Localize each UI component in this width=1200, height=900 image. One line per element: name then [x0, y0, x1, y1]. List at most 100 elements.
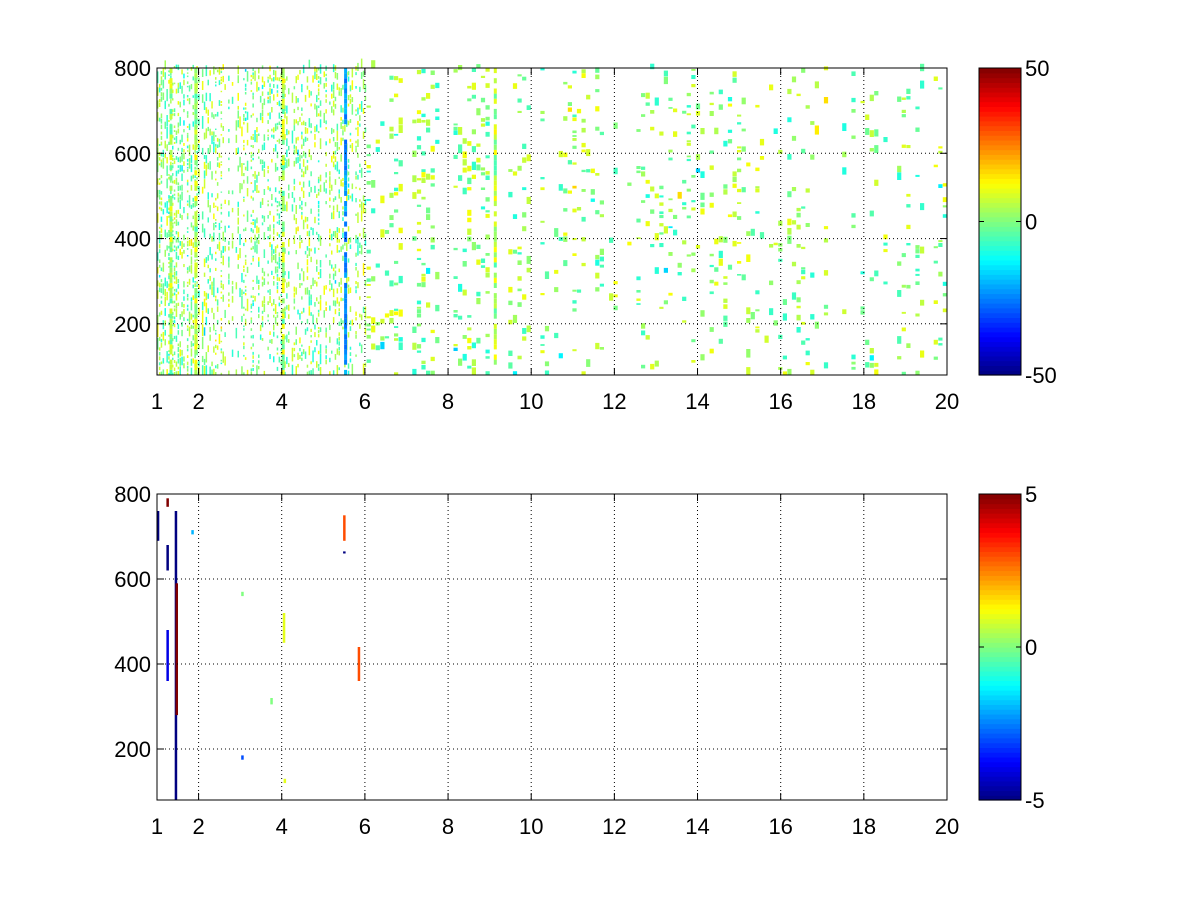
heatmap-cell [366, 323, 371, 327]
heatmap-cell [394, 192, 399, 196]
heatmap-cell [613, 281, 618, 285]
heatmap-cell [295, 76, 297, 84]
heatmap-cell [791, 187, 797, 192]
colorbar-swatch [979, 795, 1021, 801]
heatmap-cell [421, 172, 426, 178]
heatmap-cell [191, 530, 194, 535]
heatmap-cell [267, 137, 269, 141]
heatmap-cell [430, 145, 435, 152]
heatmap-cell [173, 82, 176, 85]
heatmap-cell [177, 157, 180, 163]
heatmap-cell [273, 228, 275, 235]
heatmap-cell [169, 155, 173, 161]
heatmap-cell [252, 343, 254, 347]
colorbar-swatch [979, 178, 1021, 184]
heatmap-cell [281, 129, 285, 135]
colorbar-swatch [979, 351, 1021, 357]
heatmap-cell [194, 323, 198, 329]
heatmap-cell [280, 123, 282, 128]
heatmap-cell [273, 77, 275, 82]
heatmap-cell [458, 315, 463, 320]
heatmap-cell [319, 268, 322, 279]
heatmap-cell [177, 197, 180, 203]
heatmap-cell [190, 301, 193, 311]
heatmap-cell [485, 68, 490, 72]
heatmap-cell [280, 117, 282, 121]
heatmap-cell [522, 187, 527, 191]
heatmap-cell [209, 284, 211, 290]
colorbar-swatch [979, 508, 1021, 514]
colorbar-swatch [979, 627, 1021, 634]
heatmap-cell [172, 98, 174, 101]
heatmap-cell [183, 79, 185, 86]
heatmap-cell [295, 96, 297, 104]
heatmap-cell [796, 297, 801, 303]
heatmap-cell [344, 73, 348, 79]
heatmap-cell [250, 311, 253, 313]
heatmap-cell [207, 217, 209, 223]
heatmap-cell [284, 78, 286, 83]
heatmap-cell [906, 193, 911, 197]
heatmap-cell [938, 271, 943, 277]
heatmap-cell [168, 275, 170, 280]
heatmap-cell [280, 80, 282, 83]
heatmap-cell [186, 126, 189, 128]
heatmap-cell [281, 93, 285, 99]
heatmap-cell [207, 264, 209, 269]
heatmap-cell [654, 233, 659, 241]
heatmap-cell [192, 320, 194, 323]
heatmap-cell [801, 246, 806, 250]
heatmap-cell [476, 298, 481, 305]
heatmap-cell [169, 323, 173, 329]
heatmap-cell [308, 345, 311, 356]
heatmap-cell [192, 325, 194, 329]
heatmap-cell [186, 318, 189, 321]
colorbar-swatch [979, 560, 1021, 567]
heatmap-cell [169, 114, 173, 120]
y-tick-label: 400 [114, 227, 151, 252]
colorbar-swatch [979, 216, 1021, 223]
heatmap-cell [522, 143, 527, 149]
heatmap-cell [228, 292, 230, 296]
heatmap-cell [201, 69, 204, 77]
heatmap-cell [261, 267, 264, 273]
heatmap-cell [314, 134, 316, 140]
heatmap-cell [220, 270, 223, 272]
heatmap-cell [194, 185, 198, 191]
heatmap-cell [355, 127, 357, 130]
heatmap-cell [331, 250, 333, 255]
heatmap-cell [278, 213, 281, 219]
heatmap-cell [252, 72, 254, 76]
heatmap-cell [281, 201, 285, 207]
colorbar-tick-label: -50 [1025, 363, 1057, 388]
heatmap-cell [172, 135, 174, 139]
heatmap-cell [220, 285, 223, 288]
heatmap-cell [186, 240, 189, 243]
heatmap-cell [190, 249, 193, 256]
heatmap-cell [183, 153, 185, 160]
heatmap-cell [338, 351, 340, 356]
colorbar-swatch [979, 303, 1021, 309]
heatmap-cell [659, 202, 664, 206]
heatmap-cell [576, 207, 582, 211]
heatmap-cell [192, 225, 194, 231]
heatmap-cell [280, 352, 282, 355]
heatmap-cell [306, 165, 309, 171]
heatmap-cell [281, 252, 285, 258]
heatmap-cell [493, 252, 497, 258]
heatmap-cell [168, 233, 170, 238]
heatmap-cell [314, 302, 316, 307]
heatmap-cell [190, 264, 193, 274]
heatmap-cell [284, 157, 286, 162]
heatmap-cell [723, 276, 728, 279]
heatmap-cell [493, 139, 497, 145]
heatmap-cell [342, 119, 344, 124]
heatmap-cell [673, 229, 678, 236]
heatmap-cell [325, 141, 327, 146]
heatmap-cell [286, 129, 288, 136]
heatmap-cell [627, 182, 632, 186]
heatmap-cell [213, 346, 215, 353]
heatmap-cell [338, 250, 340, 253]
heatmap-cell [366, 181, 371, 185]
heatmap-cell [168, 141, 170, 145]
